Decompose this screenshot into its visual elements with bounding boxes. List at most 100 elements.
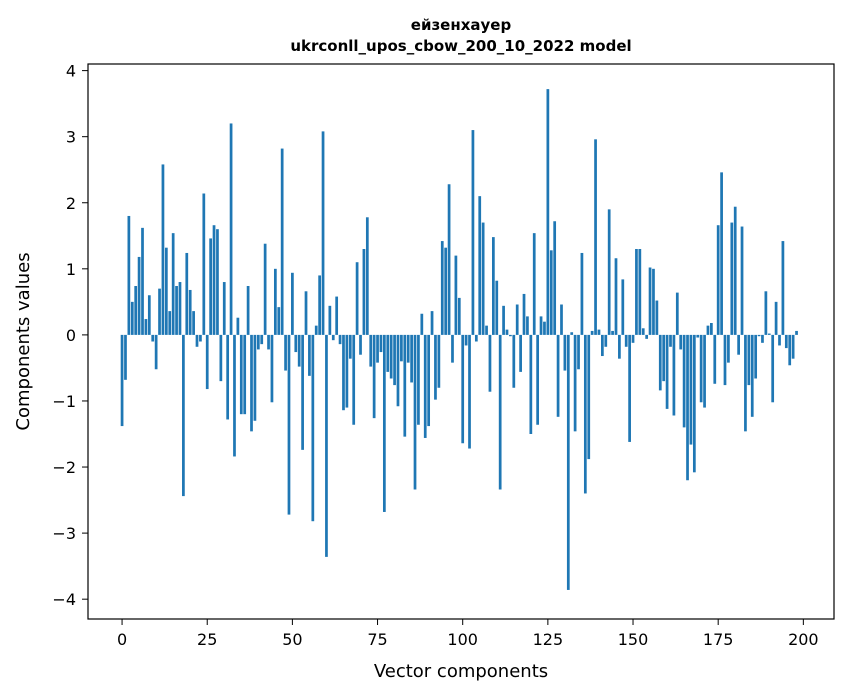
bar — [713, 334, 717, 384]
bar — [594, 139, 597, 335]
bar — [570, 332, 574, 335]
bar — [440, 241, 444, 335]
bar — [188, 289, 192, 335]
bar — [243, 334, 247, 415]
bar — [348, 334, 352, 359]
bar — [171, 233, 175, 335]
bar — [314, 325, 318, 335]
bar — [774, 301, 778, 335]
x-axis-label: Vector components — [374, 661, 548, 682]
chart-title-line2: ukrconll_upos_cbow_200_10_2022 model — [290, 37, 631, 55]
bar — [549, 250, 553, 335]
bar — [301, 334, 304, 450]
bar — [308, 334, 311, 376]
bar — [791, 334, 795, 359]
bar — [658, 334, 662, 391]
y-axis-label: Components values — [13, 252, 34, 430]
bar — [461, 334, 465, 444]
bar — [277, 307, 281, 335]
x-tick-label: 200 — [788, 630, 819, 649]
y-tick-label: −2 — [52, 458, 76, 477]
x-tick-label: 125 — [533, 630, 564, 649]
bar — [420, 313, 424, 335]
bar — [454, 255, 458, 335]
bar — [737, 334, 740, 355]
bar — [365, 217, 369, 335]
bar — [219, 334, 223, 382]
bar — [478, 196, 482, 335]
bar — [376, 334, 379, 363]
bar — [740, 226, 744, 335]
bar — [788, 334, 792, 366]
bar — [624, 334, 628, 347]
bar — [359, 334, 362, 355]
bar — [573, 334, 577, 432]
bar — [199, 334, 202, 342]
bar — [635, 249, 638, 335]
bar — [389, 334, 393, 379]
bar — [233, 334, 236, 457]
bar — [723, 334, 727, 386]
bar — [168, 311, 172, 335]
bar — [618, 334, 621, 359]
bar — [130, 301, 134, 335]
bar — [703, 334, 706, 408]
bar — [536, 334, 540, 425]
y-axis-ticks: −4 −3 −2 −1 0 1 2 3 4 — [52, 62, 88, 609]
bar — [468, 334, 471, 449]
bar — [546, 89, 550, 335]
bar — [284, 334, 287, 371]
x-tick-label: 100 — [447, 630, 478, 649]
bar — [304, 291, 308, 335]
bar — [447, 184, 451, 335]
bar — [335, 296, 339, 335]
bar — [417, 334, 420, 425]
bar — [485, 325, 488, 335]
bar — [250, 334, 253, 432]
bar — [382, 334, 386, 512]
bar — [556, 334, 560, 417]
bar — [509, 334, 512, 337]
bar — [141, 227, 144, 335]
bar — [784, 334, 788, 349]
bar — [771, 334, 775, 403]
bar — [328, 305, 332, 335]
bar — [246, 286, 250, 335]
bar — [212, 225, 216, 335]
x-tick-label: 175 — [703, 630, 734, 649]
bar — [577, 334, 580, 370]
bar — [488, 334, 492, 392]
bar — [655, 300, 659, 335]
bar — [369, 334, 373, 367]
bar — [597, 329, 601, 335]
bar — [560, 304, 563, 335]
bar — [750, 334, 754, 417]
bar — [406, 334, 410, 363]
x-tick-label: 75 — [367, 630, 387, 649]
bar — [795, 330, 798, 335]
bar — [287, 334, 291, 515]
y-tick-label: 3 — [66, 128, 76, 147]
bar — [280, 148, 284, 335]
bar — [226, 334, 230, 420]
bars-group — [120, 89, 798, 590]
bar — [386, 334, 390, 372]
bar — [652, 268, 655, 335]
bar — [229, 123, 233, 335]
bar — [553, 221, 557, 335]
bar — [686, 334, 689, 481]
bar — [761, 334, 764, 343]
bar — [590, 330, 594, 335]
x-tick-label: 25 — [197, 630, 217, 649]
bar — [294, 334, 298, 353]
chart-title-line1: ейзенхауер — [411, 16, 512, 34]
bar — [457, 297, 461, 335]
bar — [331, 334, 335, 341]
bar — [325, 334, 328, 557]
bar — [403, 334, 407, 437]
bar — [607, 209, 611, 335]
bar — [648, 267, 652, 335]
bar — [492, 237, 495, 335]
bar — [151, 334, 155, 342]
bar — [471, 130, 475, 335]
